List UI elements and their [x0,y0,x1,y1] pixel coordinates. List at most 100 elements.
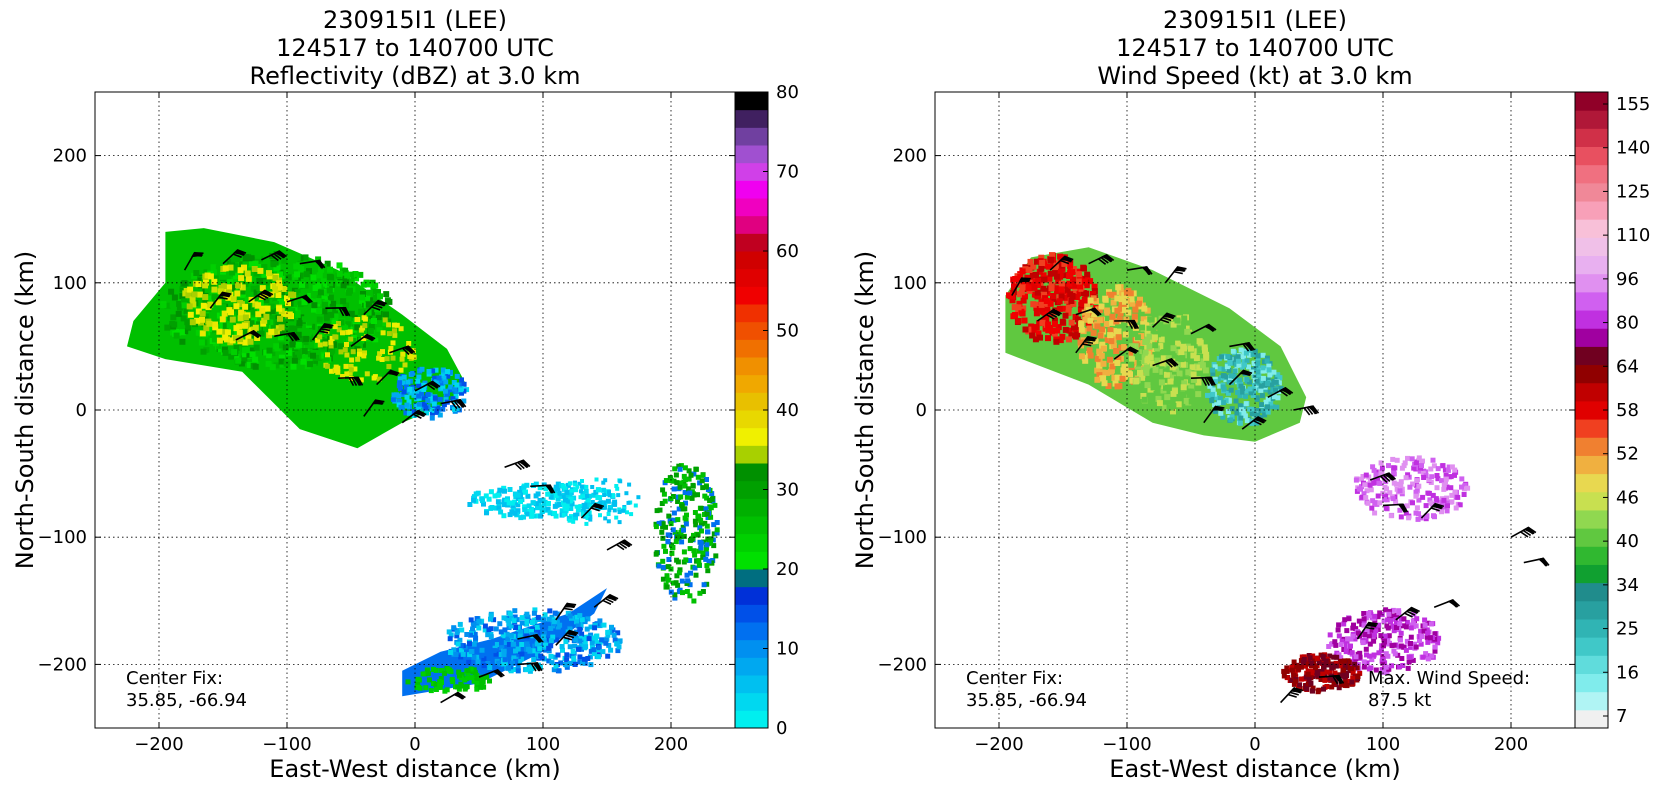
data-cell [1015,310,1022,317]
data-cell [1361,622,1367,628]
wind-barb [376,369,400,386]
data-cell [1148,337,1155,344]
data-cell [356,331,363,337]
data-cell [607,490,611,495]
data-cell [1020,297,1027,304]
data-cell [576,646,581,652]
data-cell [1038,301,1045,308]
data-cell [1391,465,1397,471]
data-cell [605,629,611,635]
data-cell [1139,324,1145,331]
data-cell [403,384,409,390]
data-cell [1332,639,1338,645]
data-cell [345,289,352,296]
data-cell [266,332,273,339]
data-cell [449,676,455,682]
data-cell [1369,627,1375,633]
data-cell [302,282,309,289]
data-cell [567,481,572,486]
wind-barb [1369,472,1397,483]
data-cell [270,325,277,332]
data-cell [357,271,364,278]
data-cell [1303,663,1309,669]
data-cell [375,331,382,338]
data-cell [1429,653,1435,659]
data-cell [1401,463,1407,469]
data-cell [519,642,525,647]
data-cell [317,342,323,348]
wind-barb [1523,557,1550,567]
data-cell [1412,641,1417,647]
data-cell [1403,647,1409,653]
data-cell [551,667,557,673]
data-cell [564,489,570,495]
data-cell [379,357,385,362]
data-cell [575,512,580,517]
data-cell [1125,370,1132,377]
colorbar-swatch [735,427,768,446]
data-cell [1359,476,1364,482]
colorbar-tick-label: 52 [1616,444,1639,465]
data-cell [1301,656,1307,662]
data-cell [585,616,591,622]
data-cell [567,518,572,523]
data-cell [488,489,494,495]
data-cell [581,502,587,508]
data-cell [589,640,595,646]
data-cell [1150,384,1157,391]
data-cell [1397,488,1403,494]
data-cell [1260,375,1266,381]
data-cell [227,279,234,286]
data-cell [464,632,470,637]
data-cell [186,303,193,310]
data-cell [1417,468,1423,474]
data-cell [535,651,541,657]
data-cell [1077,283,1083,290]
data-cell [329,368,334,374]
data-cell [1333,642,1339,648]
axis-ticks [935,92,1575,728]
data-cell [1029,272,1036,279]
data-cell [1336,633,1342,639]
data-cell [1325,662,1331,668]
data-cell [1420,494,1426,500]
data-cell [1034,258,1040,265]
data-cell [548,494,554,500]
data-cell [1410,657,1416,663]
data-cell [1174,317,1181,324]
data-cell [1091,311,1098,317]
data-cell [1023,279,1030,286]
data-cell [1049,252,1055,259]
data-cell [1298,676,1304,682]
data-cell [1194,386,1201,393]
data-cell [1151,323,1158,330]
colorbar-swatch [735,198,768,217]
data-cell [521,514,526,520]
data-cell [1386,611,1392,617]
data-cell [1137,296,1143,303]
data-cell [481,684,487,690]
data-cell [278,361,285,368]
colorbar-tick-label: 40 [1616,531,1639,552]
data-cell [226,284,233,291]
colorbar-swatch [735,286,768,305]
data-cell [1210,391,1216,397]
data-cell [703,546,709,552]
data-cell [1148,316,1155,323]
data-cell [1322,677,1328,683]
data-cell [1265,376,1271,382]
data-cell [519,620,525,626]
data-cell [1459,476,1465,482]
data-cell [497,621,503,627]
data-cell [522,504,528,510]
data-cell [535,629,541,635]
wind-barbs [183,249,633,704]
data-cell [222,349,229,356]
data-cell [588,632,594,638]
data-cell [1029,332,1036,339]
data-cell [691,492,697,498]
colorbar-swatch [1575,382,1608,402]
data-cell [1381,643,1386,649]
data-cell [1209,395,1215,401]
data-cell [593,638,599,644]
